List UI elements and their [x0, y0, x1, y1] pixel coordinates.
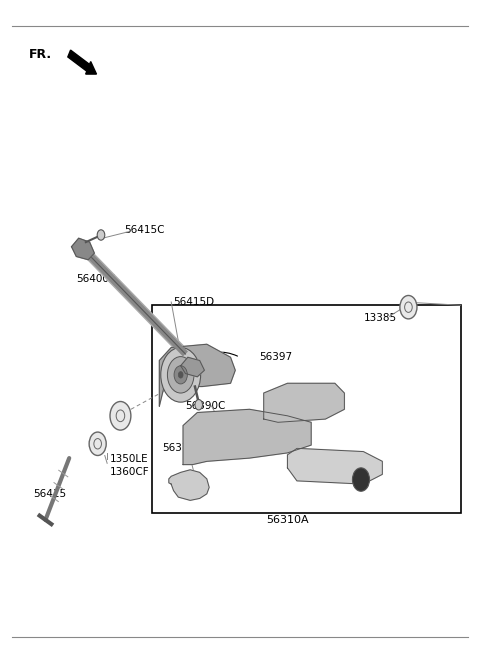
- Circle shape: [195, 400, 203, 410]
- Circle shape: [168, 357, 194, 393]
- Polygon shape: [180, 358, 204, 377]
- Text: 1360CF: 1360CF: [109, 467, 149, 478]
- Text: 56310A: 56310A: [266, 515, 309, 525]
- Circle shape: [161, 348, 201, 402]
- Text: 13385: 13385: [363, 314, 396, 323]
- Text: 56397: 56397: [259, 352, 292, 362]
- Text: 56370C: 56370C: [162, 443, 202, 453]
- Bar: [152, 305, 461, 514]
- Text: 56415D: 56415D: [174, 297, 215, 307]
- Circle shape: [400, 295, 417, 319]
- Polygon shape: [159, 344, 235, 406]
- Text: 56415: 56415: [34, 489, 67, 499]
- Circle shape: [97, 230, 105, 240]
- Polygon shape: [288, 448, 383, 484]
- Text: 56390C: 56390C: [185, 401, 226, 411]
- Text: FR.: FR.: [29, 49, 52, 61]
- Circle shape: [174, 366, 187, 384]
- Polygon shape: [183, 409, 311, 464]
- Circle shape: [89, 432, 106, 455]
- Circle shape: [179, 371, 183, 378]
- Circle shape: [110, 401, 131, 430]
- Text: 1350LE: 1350LE: [109, 455, 148, 464]
- Circle shape: [352, 468, 370, 491]
- Text: 56400B: 56400B: [76, 274, 116, 284]
- FancyArrow shape: [68, 50, 96, 74]
- Polygon shape: [264, 383, 344, 422]
- Polygon shape: [72, 238, 95, 260]
- Polygon shape: [169, 470, 209, 501]
- Text: 56415C: 56415C: [124, 226, 164, 236]
